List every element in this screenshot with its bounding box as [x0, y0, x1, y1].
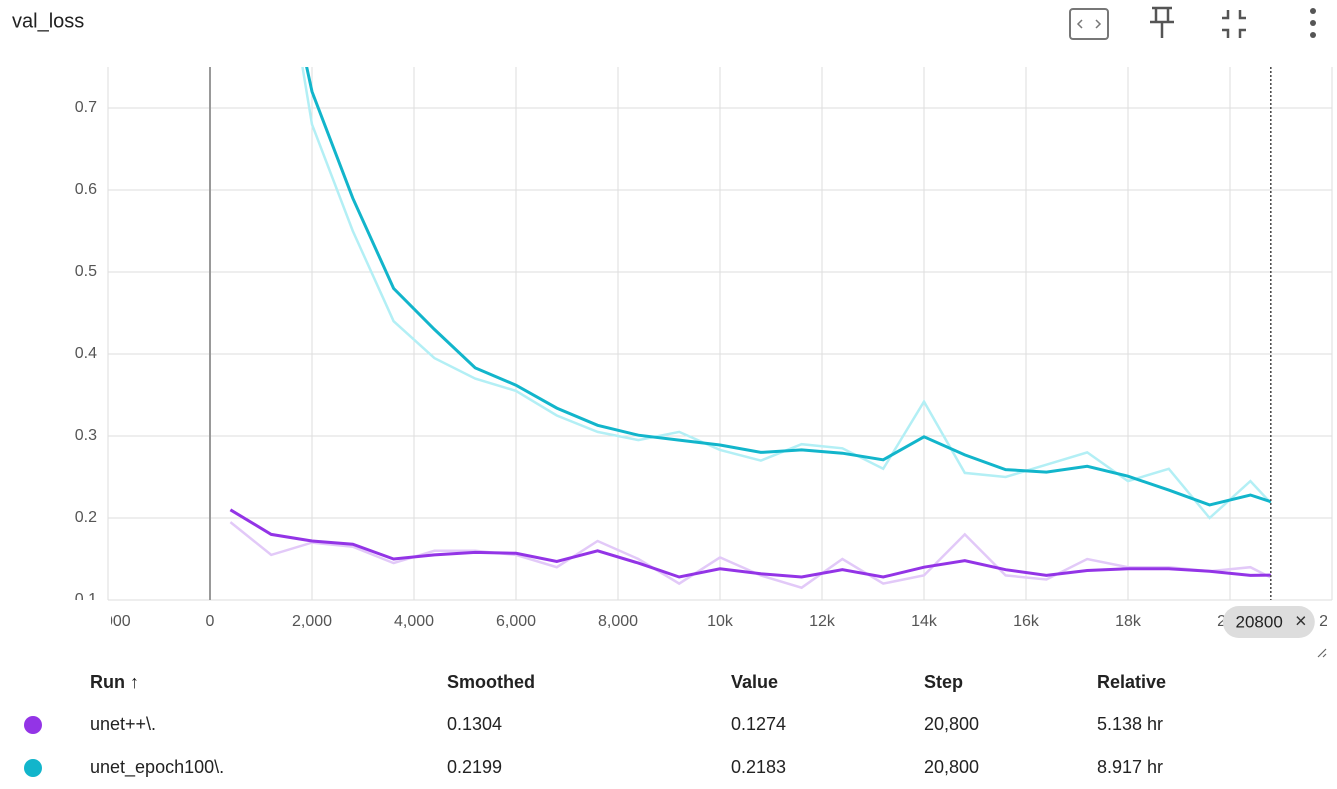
x-tick-label: 16k: [1013, 613, 1040, 630]
x-tick-label: 8,000: [598, 613, 638, 630]
table-cell: 20,800: [924, 757, 979, 777]
x-tick-label: 18k: [1115, 613, 1142, 630]
cursor: 20800 ×: [1222, 67, 1315, 638]
column-header[interactable]: Run ↑: [90, 672, 139, 692]
collapse-button[interactable]: [1222, 10, 1246, 38]
x-tick-label: 14k: [911, 613, 938, 630]
y-axis: 0.1 0.2 0.3 0.4 0.5 0.6 0.7: [75, 99, 97, 608]
table-cell: 0.2199: [447, 757, 502, 777]
raw-line: [301, 67, 1272, 520]
x-tick-label: 10k: [707, 613, 734, 630]
fit-button[interactable]: [1069, 8, 1109, 40]
run-color-dot: [24, 759, 42, 777]
y-tick-label: 0.5: [75, 263, 97, 280]
cursor-close[interactable]: ×: [1295, 610, 1307, 632]
table-cell: unet++\.: [90, 714, 156, 734]
x-tick-label: 6,000: [496, 613, 536, 630]
y-tick-label: 0.6: [75, 181, 97, 198]
column-header[interactable]: Smoothed: [447, 672, 535, 692]
smoothed-line: [229, 508, 1271, 579]
table-cell: unet_epoch100\.: [90, 757, 224, 778]
fit-icon: [1076, 19, 1102, 29]
pin-button[interactable]: [1150, 6, 1174, 38]
y-tick-label: 0.7: [75, 99, 97, 116]
card-title: val_loss: [12, 10, 84, 32]
y-tick-label: 0.4: [75, 345, 97, 362]
resize-handle[interactable]: [1317, 648, 1327, 658]
x-tick-label: 0: [206, 613, 215, 630]
x-axis: -2,000 0 2,000 4,000 6,000 8,000 10k 12k 14k 16k 1…: [85, 613, 1337, 630]
menu-button[interactable]: [1310, 8, 1316, 38]
table-cell: 0.2183: [731, 757, 786, 777]
column-header[interactable]: Value: [731, 672, 778, 692]
cursor-badge: [1222, 606, 1315, 638]
table-cell: 8.917 hr: [1097, 757, 1163, 777]
plot-area: [229, 67, 1272, 590]
cursor-step: 20800: [1236, 612, 1283, 631]
table-cell: 5.138 hr: [1097, 714, 1163, 734]
y-tick-label: 0.1: [75, 591, 97, 608]
x-tick-label: -2,000: [85, 613, 130, 630]
grid: [107, 67, 1333, 601]
smoothed-line: [305, 67, 1272, 507]
x-tick-label: 2,000: [292, 613, 332, 630]
x-tick-label: 12k: [809, 613, 836, 630]
x-tick-label: 22k: [1319, 613, 1337, 630]
column-header[interactable]: Step: [924, 672, 963, 692]
table-cell: 0.1304: [447, 714, 502, 734]
x-tick-label: 4,000: [394, 613, 434, 630]
toolbar: [1069, 6, 1316, 40]
y-tick-label: 0.3: [75, 427, 97, 444]
run-color-dot: [24, 716, 42, 734]
column-header[interactable]: Relative: [1097, 672, 1166, 692]
table-cell: 20,800: [924, 714, 979, 734]
table-cell: 0.1274: [731, 714, 786, 734]
data-table: Run ↑ Smoothed Value Step Relative unet++\. 0.…: [24, 672, 1166, 778]
y-tick-label: 0.2: [75, 509, 97, 526]
